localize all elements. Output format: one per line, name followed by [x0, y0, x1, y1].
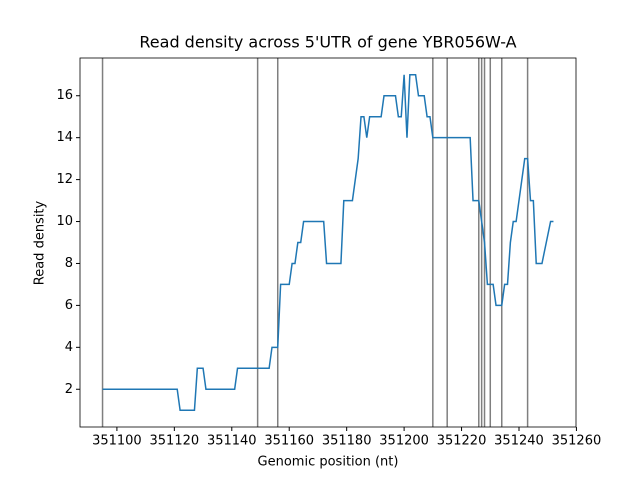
- y-tick-label: 16: [56, 88, 73, 103]
- data-line: [102, 74, 554, 411]
- y-tick-label: 4: [65, 340, 73, 355]
- x-tick-label: 351240: [494, 434, 544, 449]
- x-tick-label: 351100: [92, 434, 142, 449]
- x-axis-label: Genomic position (nt): [258, 455, 399, 470]
- y-axis-label: Read density: [33, 200, 48, 285]
- x-tick-label: 351220: [437, 434, 487, 449]
- plot-frame: [79, 57, 577, 428]
- y-tick-label: 8: [65, 256, 73, 271]
- y-tick-label: 2: [65, 382, 73, 397]
- x-tick-label: 351180: [322, 434, 372, 449]
- y-tick-label: 6: [65, 298, 73, 313]
- x-tick-label: 351200: [379, 434, 429, 449]
- x-tick-label: 351120: [150, 434, 200, 449]
- y-tick-label: 12: [56, 172, 73, 187]
- y-tick-label: 10: [56, 214, 73, 229]
- y-tick-label: 14: [56, 130, 73, 145]
- x-tick-label: 351160: [264, 434, 314, 449]
- x-tick-label: 351140: [207, 434, 257, 449]
- chart-title: Read density across 5'UTR of gene YBR056…: [139, 33, 516, 52]
- x-tick-label: 351260: [552, 434, 602, 449]
